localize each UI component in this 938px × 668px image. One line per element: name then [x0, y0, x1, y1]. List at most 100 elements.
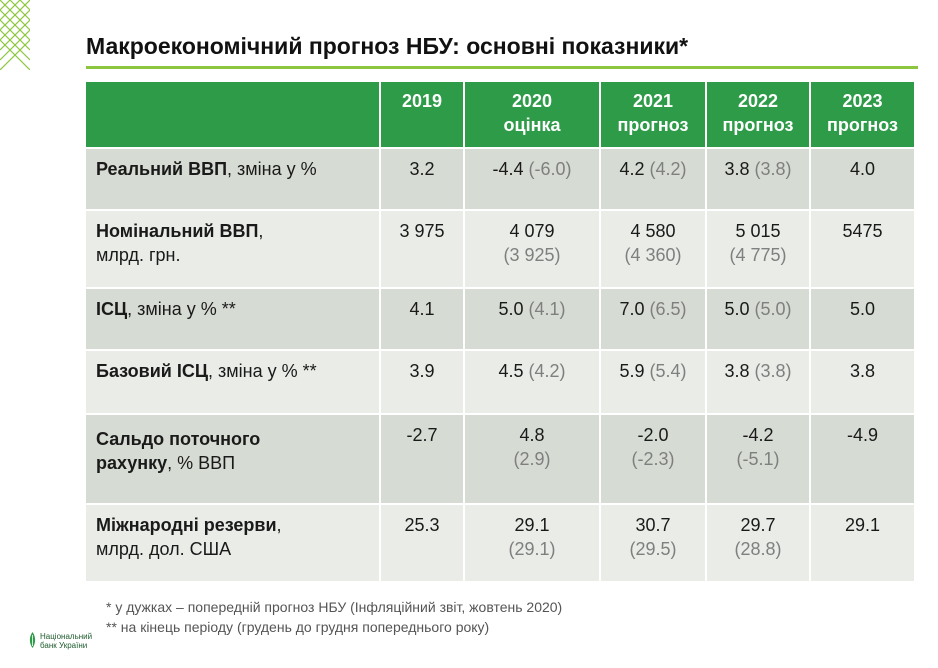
- table-cell: 3.2: [380, 148, 465, 211]
- table-cell: 4.1: [380, 288, 465, 351]
- cell-previous-forecast: (6.5): [649, 299, 687, 319]
- cell-value: 3.2: [409, 159, 435, 179]
- cell-value: 4.5: [498, 361, 524, 381]
- row-label: Базовий ІСЦ, зміна у % **: [86, 350, 381, 415]
- cell-value: 3.8: [724, 159, 750, 179]
- title-underline: [86, 66, 918, 69]
- row-label-rest: ,: [276, 515, 282, 535]
- row-label-main: Реальний ВВП: [96, 159, 228, 179]
- table-header-row: 2019 2020 оцінка 2021 прогноз 2022 прогн…: [86, 82, 914, 149]
- row-label-main: Сальдо поточного: [96, 429, 261, 449]
- table-cell: 4.0: [810, 148, 914, 211]
- cell-previous-forecast: (-6.0): [528, 159, 572, 179]
- forecast-table: 2019 2020 оцінка 2021 прогноз 2022 прогн…: [86, 82, 914, 583]
- cell-value: -4.4: [492, 159, 524, 179]
- cell-value: 29.1: [514, 515, 550, 535]
- table-row-real-gdp: Реальний ВВП, зміна у % 3.2 -4.4 (-6.0) …: [86, 148, 914, 211]
- cell-previous-forecast: (3 925): [503, 245, 561, 265]
- cell-value: 4 079: [509, 221, 555, 241]
- cell-value: 4.1: [409, 299, 435, 319]
- footnotes: * у дужках – попередній прогноз НБУ (Інф…: [106, 597, 562, 637]
- table-row-current-account: Сальдо поточного рахунку, % ВВП -2.7 4.8…: [86, 414, 914, 505]
- table-cell: 5 015 (4 775): [706, 210, 811, 289]
- table-cell: -4.9: [810, 414, 914, 505]
- cell-value: 30.7: [635, 515, 671, 535]
- cell-value: 3.8: [724, 361, 750, 381]
- table-cell: -4.4 (-6.0): [464, 148, 601, 211]
- cell-previous-forecast: (4.2): [528, 361, 566, 381]
- header-cell-2020: 2020 оцінка: [464, 82, 601, 149]
- cell-value: -4.9: [846, 425, 879, 445]
- cell-value: 3.8: [849, 361, 876, 381]
- cell-value: 5.0: [498, 299, 524, 319]
- row-label-rest: , зміна у %: [227, 159, 317, 179]
- cell-value: 5.0: [849, 299, 876, 319]
- cell-value: 3.9: [409, 361, 435, 381]
- table-cell: -4.2 (-5.1): [706, 414, 811, 505]
- table-cell: 5475: [810, 210, 914, 289]
- header-status: прогноз: [827, 115, 898, 135]
- footnote-previous-forecast: * у дужках – попередній прогноз НБУ (Інф…: [106, 599, 563, 615]
- cell-value: 29.7: [740, 515, 776, 535]
- table-cell: 3.8 (3.8): [706, 148, 811, 211]
- row-label: ІСЦ, зміна у % **: [86, 288, 381, 351]
- table-cell: 4 580 (4 360): [600, 210, 707, 289]
- logo-line2: банк України: [40, 641, 88, 650]
- table-cell: 29.1 (29.1): [464, 504, 601, 583]
- row-label-line2: , % ВВП: [167, 453, 236, 473]
- row-label: Міжнародні резерви, млрд. дол. США: [86, 504, 381, 583]
- header-status: оцінка: [503, 115, 561, 135]
- row-label-main: Міжнародні резерви: [96, 515, 277, 535]
- table-cell: 3 975: [380, 210, 465, 289]
- cell-value: 29.1: [844, 515, 881, 535]
- table-cell: 3.9: [380, 350, 465, 415]
- table-cell: 5.0: [810, 288, 914, 351]
- table-cell: 4.5 (4.2): [464, 350, 601, 415]
- logo-text: Національний банк України: [40, 632, 92, 650]
- table-cell: 30.7 (29.5): [600, 504, 707, 583]
- cell-value: 3 975: [399, 221, 445, 241]
- cell-previous-forecast: (2.9): [513, 449, 551, 469]
- table-cell: 29.1: [810, 504, 914, 583]
- header-cell-2021: 2021 прогноз: [600, 82, 707, 149]
- cell-value: 4.0: [849, 159, 876, 179]
- row-label-line2: млрд. грн.: [96, 245, 181, 265]
- cell-previous-forecast: (3.8): [754, 361, 792, 381]
- cell-previous-forecast: (3.8): [754, 159, 792, 179]
- row-label-main: Базовий ІСЦ: [96, 361, 209, 381]
- cell-value: 5 015: [735, 221, 781, 241]
- cell-value: 5.0: [724, 299, 750, 319]
- cell-value: 25.3: [404, 515, 440, 535]
- cell-previous-forecast: (4 775): [729, 245, 787, 265]
- page-title: Макроекономічний прогноз НБУ: основні по…: [86, 33, 689, 59]
- table-row-nominal-gdp: Номінальний ВВП, млрд. грн. 3 975 4 079 (…: [86, 210, 914, 289]
- cell-value: -4.2: [742, 425, 774, 445]
- table-cell: 5.0 (5.0): [706, 288, 811, 351]
- decorative-corner-pattern: [0, 0, 30, 70]
- row-label-rest: , зміна у % **: [208, 361, 317, 381]
- row-label: Реальний ВВП, зміна у %: [86, 148, 381, 211]
- header-year: 2021: [632, 91, 674, 111]
- table-cell: 5.9 (5.4): [600, 350, 707, 415]
- cell-previous-forecast: (4 360): [624, 245, 682, 265]
- cell-previous-forecast: (4.1): [528, 299, 566, 319]
- footnote-period: ** на кінець періоду (грудень до грудня …: [106, 619, 490, 635]
- cell-value: 5.9: [619, 361, 645, 381]
- header-status: прогноз: [722, 115, 794, 135]
- row-label-main: ІСЦ: [96, 299, 128, 319]
- table-cell: 4.2 (4.2): [600, 148, 707, 211]
- header-cell-2022: 2022 прогноз: [706, 82, 811, 149]
- cell-previous-forecast: (28.8): [734, 539, 782, 559]
- cell-value: 7.0: [619, 299, 645, 319]
- header-year: 2023: [842, 91, 883, 111]
- cell-value: -2.7: [406, 425, 438, 445]
- cell-previous-forecast: (5.4): [649, 361, 687, 381]
- cell-previous-forecast: (29.1): [508, 539, 556, 559]
- cell-previous-forecast: (4.2): [649, 159, 687, 179]
- table-cell: 7.0 (6.5): [600, 288, 707, 351]
- table-cell: 25.3: [380, 504, 465, 583]
- row-label-line2: млрд. дол. США: [96, 539, 232, 559]
- table-cell: -2.7: [380, 414, 465, 505]
- cell-value: 4.2: [619, 159, 645, 179]
- row-label-line2-bold: рахунку: [96, 453, 168, 473]
